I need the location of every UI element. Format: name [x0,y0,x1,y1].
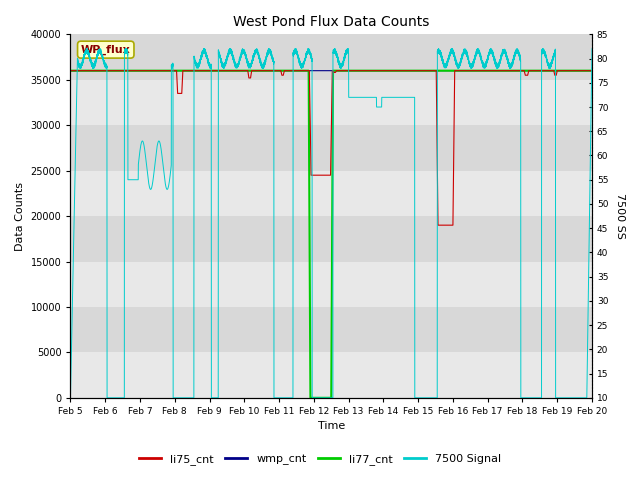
Y-axis label: Data Counts: Data Counts [15,181,25,251]
Bar [70,170,592,216]
Bar [70,80,592,125]
Text: WP_flux: WP_flux [81,45,131,55]
Legend: li75_cnt, wmp_cnt, li77_cnt, 7500 Signal: li75_cnt, wmp_cnt, li77_cnt, 7500 Signal [135,450,505,469]
Y-axis label: 7500 SS: 7500 SS [615,193,625,239]
Title: West Pond Flux Data Counts: West Pond Flux Data Counts [233,15,429,29]
Bar [70,262,592,307]
Bar [70,352,592,398]
X-axis label: Time: Time [317,421,345,432]
